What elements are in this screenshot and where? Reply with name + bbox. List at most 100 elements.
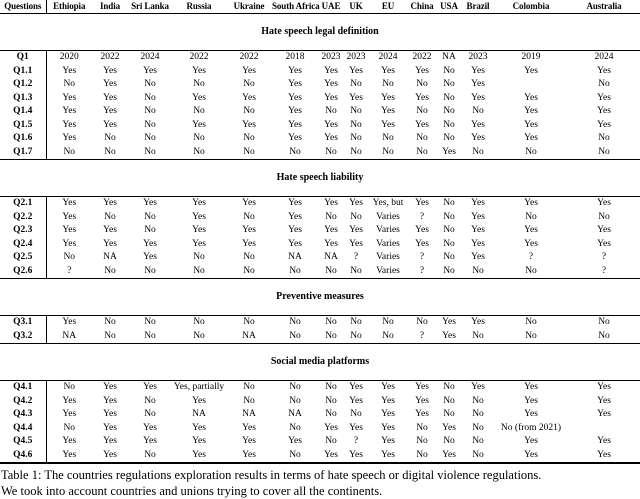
cell-q2-6-colombia: No (494, 265, 568, 279)
cell-q4-1-china: Yes (408, 381, 436, 395)
cell-q2-4-uk: Yes (344, 238, 368, 252)
cell-q4-6-china: No (408, 449, 436, 464)
cell-q1-3-china: Yes (408, 92, 436, 106)
cell-q2-5-usa: No (436, 251, 462, 265)
cell-q1-4-russia: No (172, 105, 226, 119)
cell-q4-2-eu: Yes (368, 395, 408, 409)
cell-q1-3-brazil: Yes (462, 92, 494, 106)
cell-q4-3-uae: No (318, 408, 344, 422)
cell-q1-5-uk: No (344, 119, 368, 133)
cell-q4-4-china: No (408, 422, 436, 436)
cell-q4-4-australia (568, 422, 640, 436)
cell-q1-6-sri-lanka: No (128, 132, 172, 146)
cell-q1-7-russia: No (172, 146, 226, 160)
cell-q2-2-russia: Yes (172, 211, 226, 225)
cell-q1-1-china: Yes (408, 65, 436, 79)
cell-q3-2-usa: Yes (436, 330, 462, 344)
cell-q2-3-australia: Yes (568, 224, 640, 238)
cell-q1-2-india: Yes (92, 78, 128, 92)
question-label: Q3.2 (0, 330, 46, 344)
cell-q1-1-colombia: Yes (494, 65, 568, 79)
cell-q2-6-china: ? (408, 265, 436, 279)
cell-q2-2-south-africa: Yes (272, 211, 318, 225)
cell-q3-2-china: ? (408, 330, 436, 344)
cell-q4-1-colombia: Yes (494, 381, 568, 395)
column-header-india: India (92, 0, 128, 14)
cell-q1-1-russia: Yes (172, 65, 226, 79)
cell-q1-5-colombia: Yes (494, 119, 568, 133)
cell-q4-4-ukraine: Yes (226, 422, 272, 436)
cell-q1-uae: 2023 (318, 51, 344, 65)
question-label: Q4.3 (0, 408, 46, 422)
cell-q1-3-ethiopia: Yes (46, 92, 92, 106)
cell-q1-5-australia: Yes (568, 119, 640, 133)
cell-q1-7-eu: No (368, 146, 408, 160)
cell-q2-1-eu: Yes, but (368, 197, 408, 211)
cell-q2-3-ethiopia: Yes (46, 224, 92, 238)
cell-q2-2-brazil: Yes (462, 211, 494, 225)
question-label: Q4.5 (0, 435, 46, 449)
cell-q2-5-china: ? (408, 251, 436, 265)
cell-q3-2-sri-lanka: No (128, 330, 172, 344)
cell-q1-5-sri-lanka: No (128, 119, 172, 133)
cell-q4-2-sri-lanka: No (128, 395, 172, 409)
column-header-colombia: Colombia (494, 0, 568, 14)
cell-q4-5-sri-lanka: Yes (128, 435, 172, 449)
cell-q2-1-russia: Yes (172, 197, 226, 211)
cell-q1-1-usa: No (436, 65, 462, 79)
cell-q2-4-sri-lanka: Yes (128, 238, 172, 252)
question-label: Q1 (0, 51, 46, 65)
cell-q1-1-uk: Yes (344, 65, 368, 79)
question-label: Q2.4 (0, 238, 46, 252)
cell-q2-5-russia: No (172, 251, 226, 265)
cell-q1-2-south-africa: Yes (272, 78, 318, 92)
cell-q2-5-eu: Varies (368, 251, 408, 265)
cell-q2-6-eu: Varies (368, 265, 408, 279)
cell-q4-6-sri-lanka: No (128, 449, 172, 464)
cell-q4-4-india: Yes (92, 422, 128, 436)
cell-q3-1-uk: No (344, 316, 368, 330)
section-row-hate-speech-liability: Hate speech liability (0, 160, 640, 197)
question-label: Q1.6 (0, 132, 46, 146)
cell-q4-5-russia: Yes (172, 435, 226, 449)
cell-q1-australia: 2024 (568, 51, 640, 65)
cell-q1-7-south-africa: No (272, 146, 318, 160)
cell-q2-6-usa: No (436, 265, 462, 279)
cell-q3-1-uae: No (318, 316, 344, 330)
cell-q1-2-australia: No (568, 78, 640, 92)
cell-q1-7-uae: No (318, 146, 344, 160)
cell-q3-2-south-africa: No (272, 330, 318, 344)
cell-q2-1-china: Yes (408, 197, 436, 211)
cell-q1-5-russia: Yes (172, 119, 226, 133)
cell-q1-6-india: No (92, 132, 128, 146)
cell-q3-2-ethiopia: NA (46, 330, 92, 344)
cell-q1-7-colombia: No (494, 146, 568, 160)
cell-q2-2-australia: No (568, 211, 640, 225)
cell-q1-7-ethiopia: No (46, 146, 92, 160)
cell-q4-1-usa: No (436, 381, 462, 395)
question-label: Q2.3 (0, 224, 46, 238)
question-label: Q4.2 (0, 395, 46, 409)
column-header-south-africa: South Africa (272, 0, 318, 14)
cell-q1-2-brazil: Yes (462, 78, 494, 92)
cell-q1-3-eu: Yes (368, 92, 408, 106)
cell-q2-2-sri-lanka: No (128, 211, 172, 225)
cell-q3-2-india: No (92, 330, 128, 344)
cell-q2-3-usa: No (436, 224, 462, 238)
cell-q2-1-uk: Yes (344, 197, 368, 211)
cell-q2-6-ukraine: No (226, 265, 272, 279)
column-header-sri-lanka: Sri Lanka (128, 0, 172, 14)
cell-q2-4-australia: Yes (568, 238, 640, 252)
cell-q4-5-brazil: No (462, 435, 494, 449)
cell-q2-2-uk: No (344, 211, 368, 225)
cell-q4-2-ukraine: No (226, 395, 272, 409)
cell-q1-eu: 2024 (368, 51, 408, 65)
cell-q4-3-brazil: No (462, 408, 494, 422)
question-label: Q1.4 (0, 105, 46, 119)
